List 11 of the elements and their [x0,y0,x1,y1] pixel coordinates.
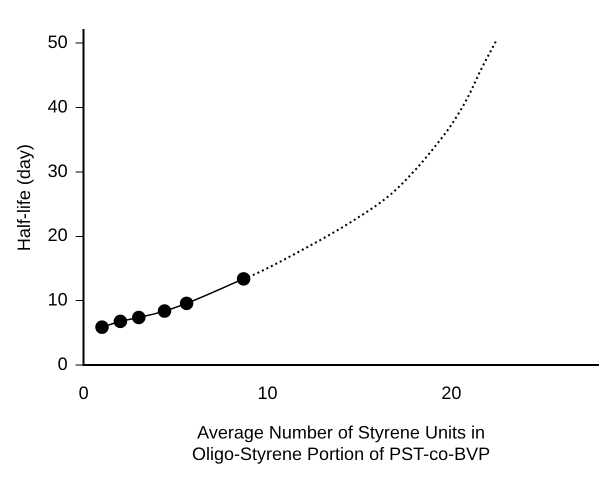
x-tick-label: 20 [441,382,462,403]
y-axis-title: Half-life (day) [14,144,34,252]
x-tick-label: 10 [257,382,278,403]
x-axis-title: Average Number of Styrene Units in Oligo-Styrene Portion of PST-co-BVP [192,422,490,464]
y-tick-label: 10 [48,290,68,310]
y-tick-label: 0 [58,354,68,374]
x-tick-label: 0 [78,382,89,403]
y-tick-label: 40 [48,96,68,116]
y-tick-label: 20 [48,225,68,246]
y-tick-label: 50 [48,32,68,52]
y-tick-label: 30 [48,160,68,181]
